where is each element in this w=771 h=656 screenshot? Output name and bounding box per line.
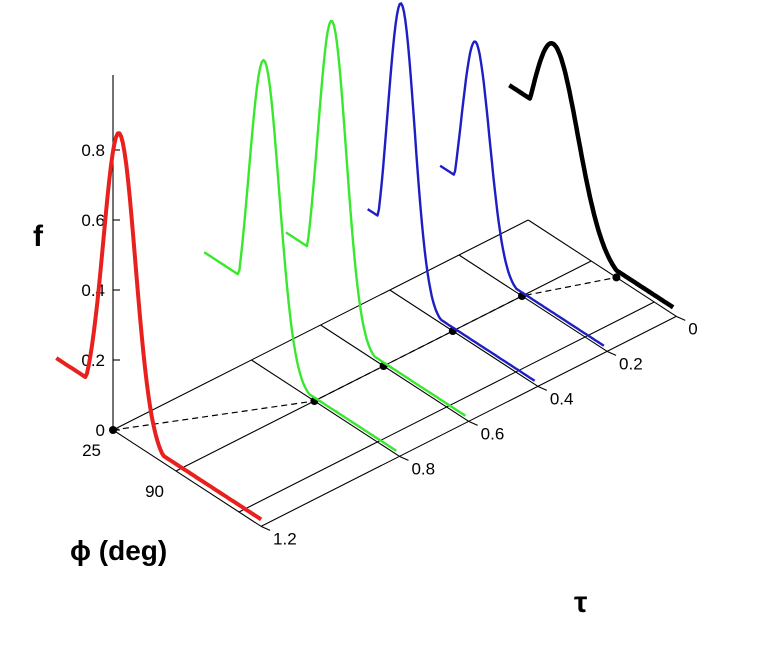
floor-grid-line xyxy=(458,254,608,352)
tau-tick-mark xyxy=(399,455,409,461)
series-curve-tau-1.2 xyxy=(55,131,263,522)
floor-grid-line xyxy=(112,429,262,527)
tau-tick-label: 1.2 xyxy=(273,529,297,548)
f-tick-label: 0 xyxy=(96,421,105,440)
series-curve-tau-0.6 xyxy=(285,19,467,417)
tau-axis-title: τ xyxy=(574,586,587,619)
peak-locus-dot xyxy=(109,426,117,434)
f-axis-ticks: 0 0.2 0.4 0.6 0.8 xyxy=(81,141,120,440)
floor-edge-line xyxy=(260,315,677,527)
peak-locus-dot xyxy=(612,273,621,282)
phi-axis-ticks: 25 90 xyxy=(82,441,164,501)
floor-grid-line xyxy=(389,289,539,387)
f-tick-label: 0.8 xyxy=(81,141,105,160)
tau-tick-mark xyxy=(676,315,686,321)
phi-tick-label: 25 xyxy=(82,441,101,460)
tau-axis-ticks: 0 0.2 0.4 0.6 0.8 1.2 xyxy=(260,315,698,548)
tau-tick-label: 0.6 xyxy=(481,424,505,443)
tau-tick-label: 0.8 xyxy=(411,459,435,478)
tau-tick-mark xyxy=(260,525,271,531)
tau-tick-mark xyxy=(606,350,617,356)
floor-grid-line xyxy=(527,219,677,317)
floor-grid-line xyxy=(238,301,655,513)
tau-tick-mark xyxy=(537,385,548,391)
phi-axis-title: ϕ (deg) xyxy=(70,535,167,566)
series-curve-tau-0.8 xyxy=(203,58,397,452)
floor-grid-line xyxy=(112,219,529,431)
f-axis-title: f xyxy=(33,220,44,253)
tau-tick-label: 0.4 xyxy=(550,389,574,408)
tau-tick-mark xyxy=(468,420,478,426)
phi-tick-label: 90 xyxy=(145,482,164,501)
peak-locus-line xyxy=(112,276,617,431)
f-tick-label: 0.6 xyxy=(81,211,105,230)
floor-grid-line xyxy=(320,324,469,422)
f-tick-label: 0.2 xyxy=(81,351,105,370)
series-curve-tau-0.2 xyxy=(439,40,605,347)
floor-grid-line xyxy=(251,359,400,457)
peak-locus xyxy=(109,273,621,434)
tau-tick-label: 0 xyxy=(688,319,697,338)
tau-tick-label: 0.2 xyxy=(619,354,643,373)
series-curves xyxy=(55,2,675,522)
f-tick-label: 0.4 xyxy=(81,281,105,300)
series-curve-tau-0 xyxy=(508,40,675,310)
series-curve-tau-0.4 xyxy=(367,2,536,382)
